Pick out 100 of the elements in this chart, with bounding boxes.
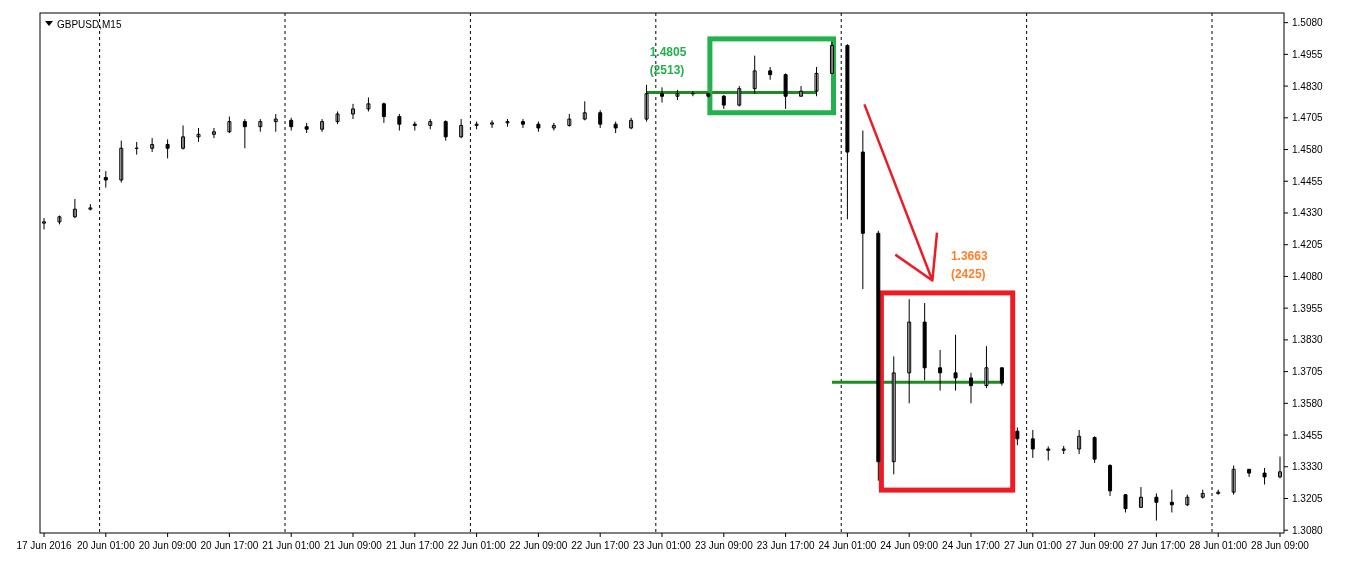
- x-tick-label: 27 Jun 09:00: [1065, 540, 1124, 551]
- candlestick: [428, 118, 433, 130]
- candlestick: [1154, 492, 1159, 522]
- candlestick: [598, 109, 603, 129]
- x-tick-label: 21 Jun 09:00: [324, 540, 383, 551]
- y-tick-label: 1.4455: [1292, 175, 1324, 187]
- x-tick-label: 22 Jun 17:00: [571, 540, 630, 551]
- x-tick-label: 24 Jun 09:00: [880, 540, 939, 551]
- candlestick: [907, 298, 912, 404]
- candlestick: [1123, 494, 1128, 513]
- candlestick: [752, 55, 757, 95]
- x-tick-label: 22 Jun 09:00: [509, 540, 568, 551]
- candlestick: [582, 100, 587, 121]
- y-tick-label: 1.3455: [1292, 429, 1324, 441]
- candlestick: [490, 119, 495, 129]
- candlestick: [845, 43, 850, 220]
- candlestick: [675, 89, 680, 101]
- candlestick: [119, 140, 124, 184]
- candlestick: [351, 103, 355, 120]
- candlestick: [381, 102, 386, 124]
- candlestick: [320, 118, 325, 133]
- candlestick: [536, 121, 541, 133]
- candlestick: [1015, 426, 1020, 446]
- annotation: 1.4805 (2513): [649, 45, 687, 78]
- candlestick: [1231, 464, 1236, 496]
- x-tick-label: 22 Jun 01:00: [447, 540, 506, 551]
- y-tick-label: 1.3705: [1292, 366, 1324, 378]
- candlestick: [1030, 429, 1035, 459]
- candlestick: [1200, 489, 1205, 499]
- x-tick-label: 23 Jun 09:00: [694, 540, 754, 551]
- candlestick: [227, 116, 232, 134]
- candlestick: [366, 97, 371, 112]
- candlestick: [1046, 445, 1051, 461]
- candlestick: [181, 124, 186, 151]
- candlestick: [196, 127, 201, 143]
- x-tick-label: 20 Jun 01:00: [76, 540, 136, 551]
- candlestick: [42, 217, 46, 230]
- candlestick: [242, 118, 247, 149]
- x-tick-label: 17 Jun 2016: [16, 540, 72, 551]
- candlestick: [567, 113, 572, 128]
- y-tick-label: 1.4830: [1292, 80, 1324, 92]
- candlestick: [459, 118, 464, 139]
- x-tick-label: 27 Jun 01:00: [1003, 540, 1063, 551]
- candlestick: [629, 117, 634, 130]
- y-tick-label: 1.4955: [1292, 48, 1324, 60]
- candlestick: [891, 355, 896, 475]
- candlestick: [860, 130, 865, 290]
- candlestick: [103, 170, 108, 189]
- candlestick: [690, 90, 695, 97]
- candlestick: [644, 84, 649, 123]
- candlestick: [1092, 435, 1097, 464]
- candlestick: [660, 86, 664, 104]
- y-tick-label: 1.3205: [1292, 492, 1324, 504]
- y-tick-label: 1.4580: [1292, 144, 1324, 156]
- candlestick: [505, 118, 510, 128]
- candlestick: [551, 122, 556, 131]
- candlestick: [613, 121, 618, 134]
- candlestick: [783, 72, 788, 110]
- candlestick: [397, 113, 402, 131]
- candlestick: [706, 91, 711, 99]
- candlestick: [984, 345, 989, 389]
- y-tick-label: 1.3330: [1292, 461, 1324, 473]
- x-tick-label: 24 Jun 17:00: [942, 540, 1001, 551]
- candlestick: [1185, 494, 1190, 507]
- y-tick-label: 1.4330: [1292, 207, 1324, 219]
- candlestick: [799, 85, 804, 97]
- x-tick-label: 21 Jun 17:00: [385, 540, 445, 551]
- candlestick: [1169, 489, 1174, 513]
- candlestick: [273, 113, 278, 133]
- candlestick: [1138, 486, 1143, 508]
- candlestick: [211, 127, 216, 139]
- candlestick: [474, 121, 479, 130]
- candlestick: [165, 138, 170, 159]
- y-tick-label: 1.5080: [1292, 17, 1324, 29]
- candlestick: [768, 66, 773, 81]
- x-tick-label: 21 Jun 01:00: [262, 540, 321, 551]
- candlestick: [1061, 445, 1066, 455]
- candlestick: [1108, 463, 1113, 497]
- annotation: 1.3663 (2425): [950, 249, 988, 282]
- candlestick: [737, 85, 742, 107]
- candlestick: [999, 367, 1004, 387]
- y-tick-label: 1.3080: [1292, 524, 1324, 536]
- candlestick: [258, 118, 263, 133]
- y-tick-label: 1.4080: [1292, 270, 1324, 282]
- x-tick-label: 20 Jun 17:00: [200, 540, 259, 551]
- candlestick: [72, 198, 77, 219]
- candlestick: [1247, 468, 1252, 478]
- candlestick: [938, 349, 943, 392]
- candlestick: [721, 94, 726, 110]
- candlestick: [876, 230, 881, 482]
- candlestick: [335, 110, 340, 125]
- candlestick: [1216, 489, 1221, 496]
- y-tick-label: 1.4205: [1292, 239, 1324, 251]
- candlestick: [150, 137, 155, 153]
- candlestick: [922, 302, 927, 381]
- candlestick: [134, 141, 139, 156]
- candlestick: [57, 215, 62, 225]
- candlestick: [969, 372, 973, 404]
- candlestick: [953, 334, 958, 392]
- x-tick-label: 24 Jun 01:00: [818, 540, 877, 551]
